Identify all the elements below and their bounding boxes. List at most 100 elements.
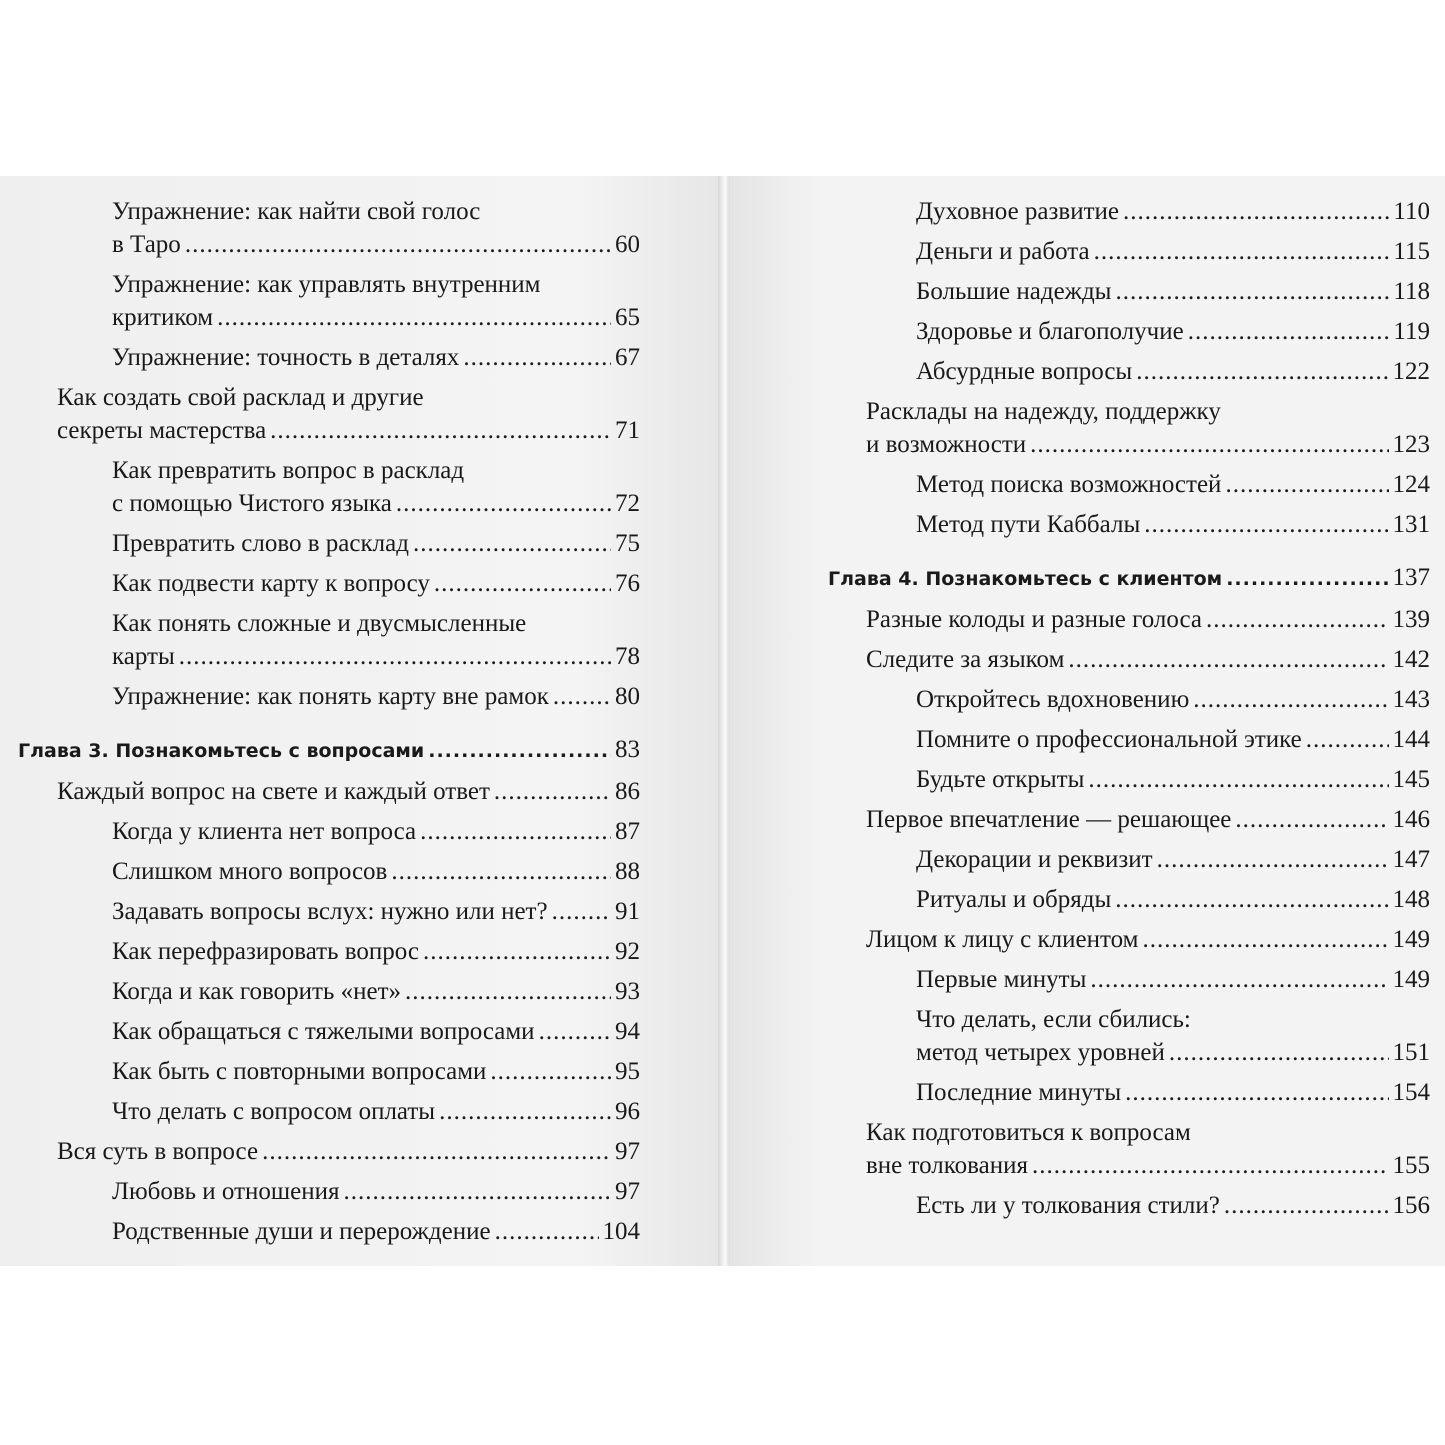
toc-entry-title: Задавать вопросы вслух: нужно или нет?: [112, 898, 548, 925]
toc-entry-title: критиком: [112, 304, 214, 331]
toc-entry: Первые минуты 149: [730, 963, 1430, 996]
toc-entry: Как подвести карту к вопросу 76: [0, 567, 640, 600]
dot-leader: [1088, 763, 1388, 796]
toc-entry: Разные колоды и разные голоса 139: [730, 603, 1430, 636]
toc-entry: Когда и как говорить «нет» 93: [0, 975, 640, 1008]
toc-entry-title: Первые минуты: [916, 966, 1087, 993]
toc-entry-title: Упражнение: как управлять внутренним: [112, 271, 541, 298]
dot-leader: [179, 640, 611, 673]
toc-entry-title: Помните о профессиональной этике: [916, 726, 1302, 753]
toc-entry-title: Здоровье и благополучие: [916, 318, 1184, 345]
page-number: 86: [615, 778, 640, 805]
toc-entry-title: секреты мастерства: [57, 417, 267, 444]
toc-entry-title: Как подготовиться к вопросам: [866, 1119, 1191, 1146]
dot-leader: [439, 1095, 611, 1128]
toc-entry-title: Родственные души и перерождение: [112, 1218, 491, 1245]
dot-leader: [1226, 563, 1388, 596]
toc-entry: Как превратить вопрос в расклад с помощью…: [0, 454, 640, 520]
toc-entry-title: Что делать с вопросом оплаты: [112, 1098, 436, 1125]
dot-leader: [217, 301, 611, 334]
toc-entry-title: Метод поиска возможностей: [916, 471, 1222, 498]
toc-entry-title: Большие надежды: [916, 278, 1112, 305]
page-number: 83: [615, 736, 640, 763]
toc-entry: Метод поиска возможностей 124: [730, 468, 1430, 501]
dot-leader: [270, 414, 611, 447]
toc-entry-title: Глава 4. Познакомьтесь с клиентом: [828, 568, 1223, 590]
dot-leader: [423, 935, 611, 968]
page-number: 146: [1392, 806, 1431, 833]
toc-entry-title: Упражнение: как найти свой голос: [112, 198, 481, 225]
right-page: Духовное развитие 110 Деньги и работа 115 Бо…: [730, 176, 1445, 1266]
toc-chapter: Глава 4. Познакомьтесь с клиентом 137: [730, 561, 1430, 596]
dot-leader: [405, 975, 611, 1008]
toc-entry-title: Как перефразировать вопрос: [112, 938, 419, 965]
toc-entry-title: Разные колоды и разные голоса: [866, 606, 1202, 633]
toc-entry-title: Метод пути Каббалы: [916, 511, 1141, 538]
toc-entry: Как подготовиться к вопросам вне толкован…: [730, 1116, 1430, 1182]
dot-leader: [1169, 1036, 1389, 1069]
toc-entry-title: Что делать, если сбились:: [916, 1006, 1191, 1033]
toc-chapter: Глава 3. Познакомьтесь с вопросами 83: [0, 733, 640, 768]
dot-leader: [344, 1175, 611, 1208]
page-number: 122: [1392, 358, 1431, 385]
page-number: 67: [615, 344, 640, 371]
page-number: 149: [1392, 926, 1431, 953]
dot-leader: [413, 527, 611, 560]
toc-entry-title: Как превратить вопрос в расклад: [112, 457, 465, 484]
dot-leader: [434, 567, 611, 600]
toc-entry-title: Деньги и работа: [916, 238, 1090, 265]
toc-entry: Что делать с вопросом оплаты 96: [0, 1095, 640, 1128]
toc-entry: Как быть с повторными вопросами 95: [0, 1055, 640, 1088]
dot-leader: [1306, 723, 1389, 756]
toc-entry: Метод пути Каббалы 131: [730, 508, 1430, 541]
toc-entry-title: Вся суть в вопросе: [57, 1138, 259, 1165]
page-number: 137: [1392, 564, 1431, 591]
page-number: 97: [615, 1138, 640, 1165]
dot-leader: [1123, 195, 1389, 228]
page-number: 76: [615, 570, 640, 597]
dot-leader: [1224, 1189, 1389, 1222]
toc-entry-title: Как быть с повторными вопросами: [112, 1058, 487, 1085]
dot-leader: [1235, 803, 1388, 836]
toc-entry: Упражнение: как найти свой голос в Таро 60: [0, 195, 640, 261]
toc-entry: Превратить слово в расклад 75: [0, 527, 640, 560]
dot-leader: [1068, 643, 1388, 676]
toc-entry: Каждый вопрос на свете и каждый ответ 86: [0, 775, 640, 808]
page-number: 148: [1392, 886, 1431, 913]
page-number: 144: [1392, 726, 1431, 753]
page-number: 104: [602, 1218, 641, 1245]
page-number: 147: [1392, 846, 1431, 873]
toc-entry-title: и возможности: [866, 431, 1027, 458]
toc-entry: Следите за языком 142: [730, 643, 1430, 676]
dot-leader: [1115, 275, 1389, 308]
toc-entry: Деньги и работа 115: [730, 235, 1430, 268]
page-number: 154: [1392, 1079, 1431, 1106]
toc-entry: Будьте открыты 145: [730, 763, 1430, 796]
dot-leader: [539, 1015, 611, 1048]
toc-entry-title: Будьте открыты: [916, 766, 1085, 793]
dot-leader: [391, 855, 611, 888]
page-number: 71: [615, 417, 640, 444]
page-number: 60: [615, 231, 640, 258]
toc-entry: Абсурдные вопросы 122: [730, 355, 1430, 388]
toc-entry-title: Когда у клиента нет вопроса: [112, 818, 417, 845]
toc-entry: Ритуалы и обряды 148: [730, 883, 1430, 916]
toc-entry-title: Слишком много вопросов: [112, 858, 388, 885]
dot-leader: [1094, 235, 1390, 268]
toc-entry-title: Как понять сложные и двусмысленные: [112, 610, 527, 637]
toc-entry-title: Следите за языком: [866, 646, 1065, 673]
toc-entry-title: в Таро: [112, 231, 181, 258]
page-number: 80: [615, 683, 640, 710]
dot-leader: [1225, 468, 1388, 501]
dot-leader: [552, 895, 611, 928]
toc-entry: Расклады на надежду, поддержку и возможно…: [730, 395, 1430, 461]
toc-entry: Как понять сложные и двусмысленные карты 7…: [0, 607, 640, 673]
toc-entry: Как создать свой расклад и другие секреты…: [0, 381, 640, 447]
page-number: 75: [615, 530, 640, 557]
page-number: 88: [615, 858, 640, 885]
page-number: 95: [615, 1058, 640, 1085]
toc-entry-title: карты: [112, 643, 175, 670]
dot-leader: [420, 815, 611, 848]
page-number: 92: [615, 938, 640, 965]
toc-entry: Что делать, если сбились: метод четырех у…: [730, 1003, 1430, 1069]
